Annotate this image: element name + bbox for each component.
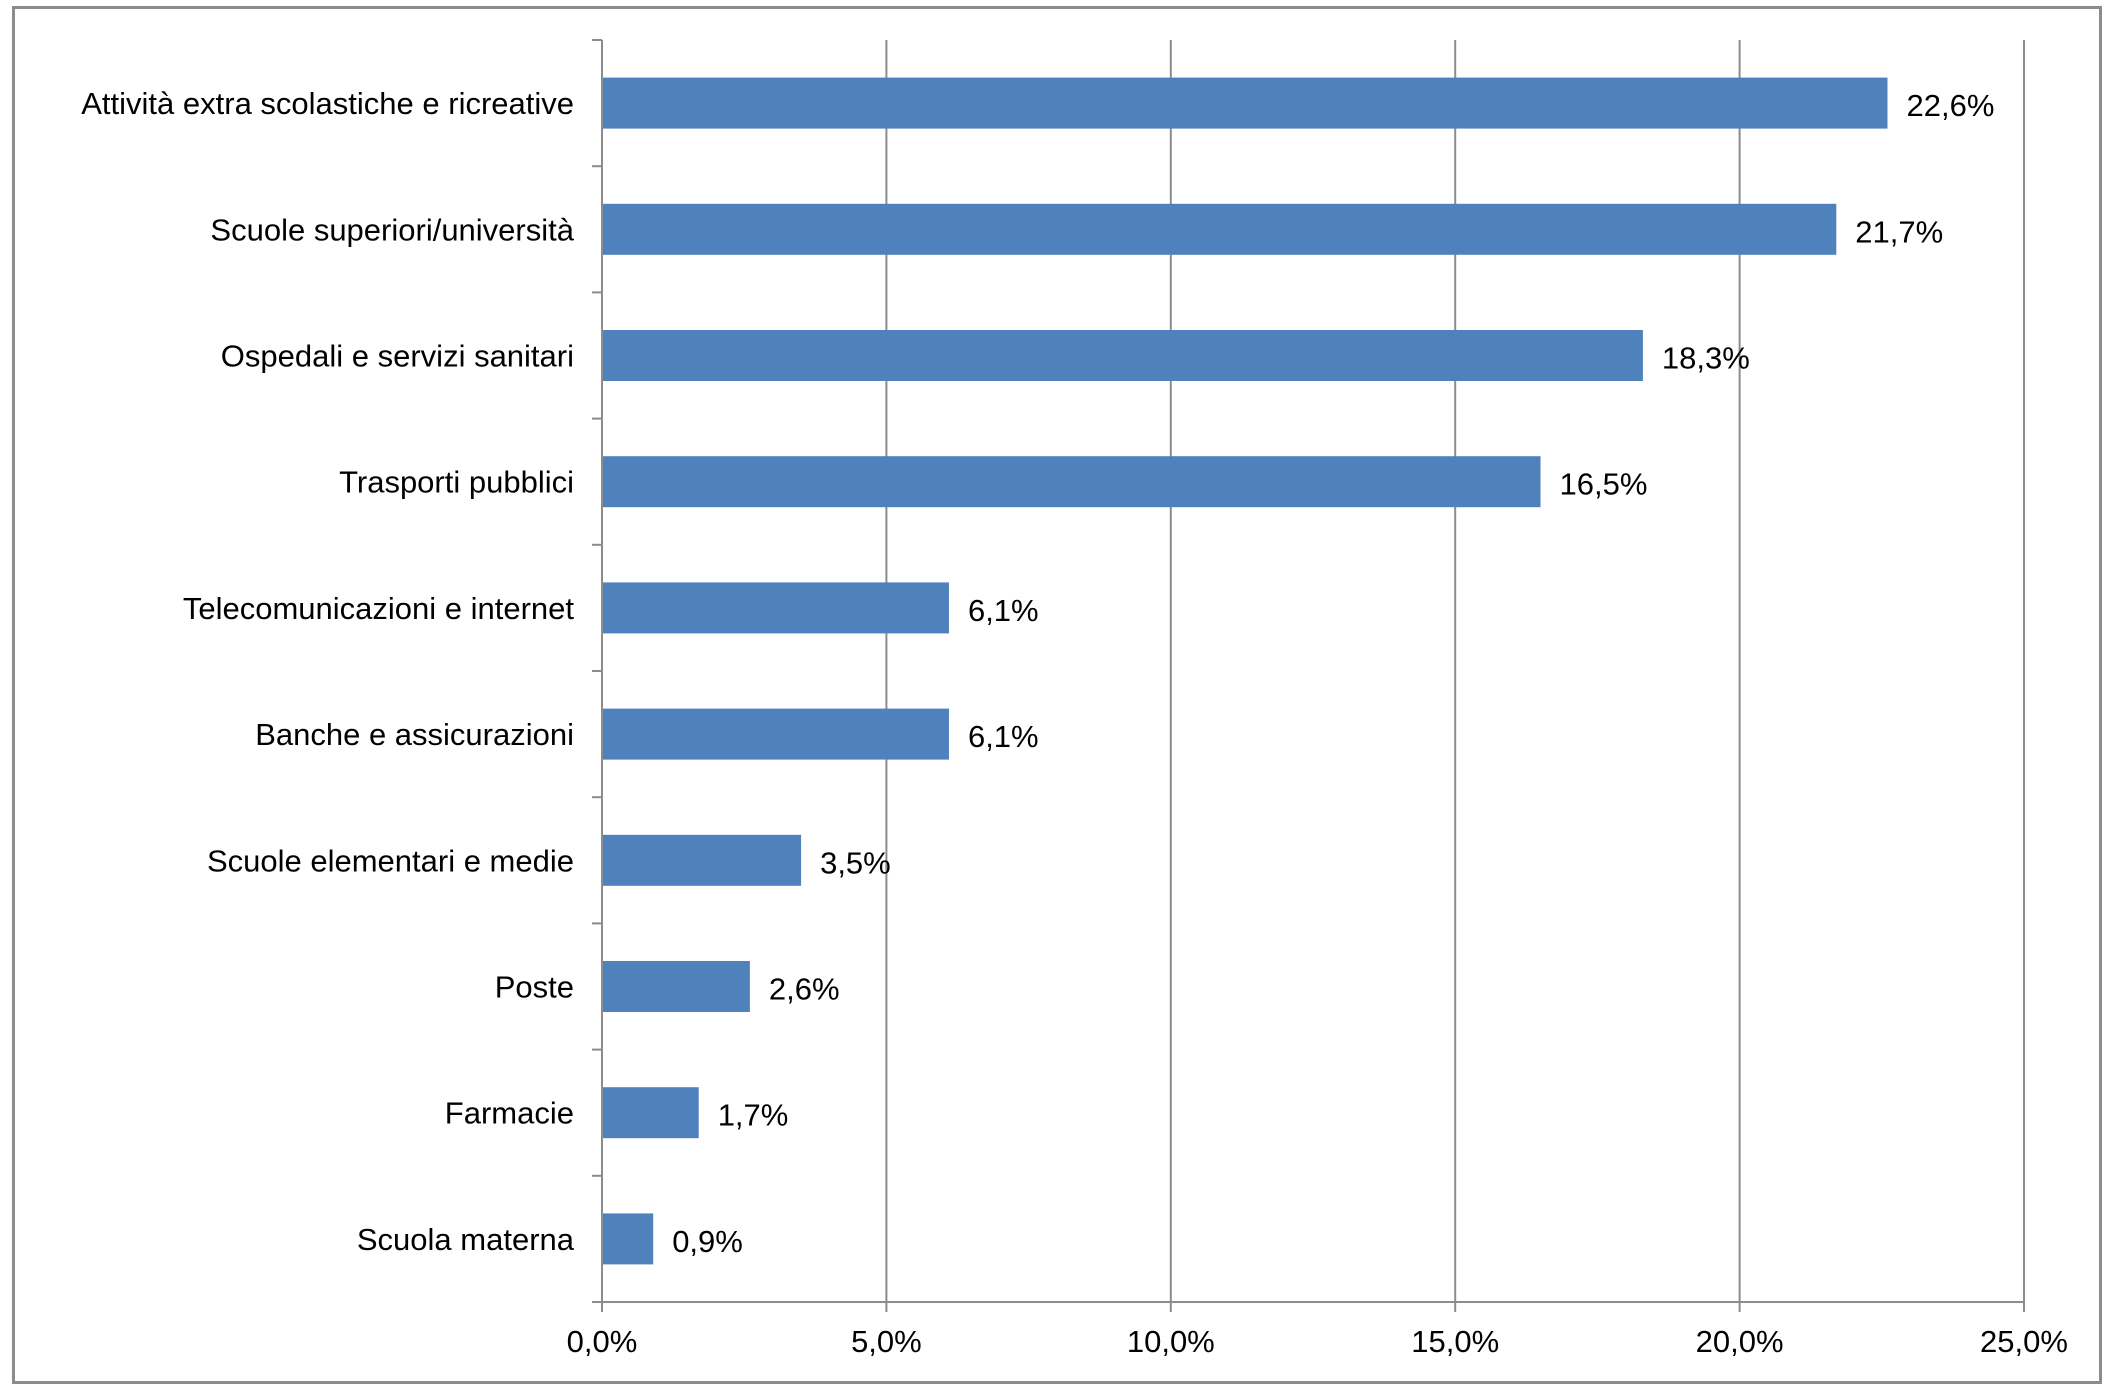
category-label: Attività extra scolastiche e ricreative <box>81 86 574 121</box>
bar <box>603 1087 699 1139</box>
category-label: Poste <box>495 970 574 1005</box>
bar <box>603 708 949 760</box>
category-label: Farmacie <box>445 1096 574 1131</box>
x-tick-label: 15,0% <box>1411 1324 1499 1359</box>
category-label: Scuole superiori/università <box>210 212 574 247</box>
category-label: Scuole elementari e medie <box>207 843 574 878</box>
chart-frame <box>12 6 2102 1384</box>
x-tick-label: 0,0% <box>567 1324 638 1359</box>
value-label: 6,1% <box>968 593 1039 628</box>
bar <box>603 961 750 1012</box>
x-tick-label: 20,0% <box>1696 1324 1784 1359</box>
category-label: Banche e assicurazioni <box>255 717 574 752</box>
x-tick-label: 10,0% <box>1127 1324 1215 1359</box>
labels: 0,0% 5,0% 10,0% 15,0% 20,0% 25,0% Attività ext… <box>81 86 2068 1359</box>
value-label: 6,1% <box>968 719 1039 754</box>
value-label: 2,6% <box>769 972 840 1007</box>
bars <box>603 77 1888 1265</box>
bar <box>603 1213 654 1265</box>
axes <box>592 39 2025 1312</box>
bar <box>603 330 1643 381</box>
x-tick-label: 25,0% <box>1980 1324 2068 1359</box>
bar <box>603 456 1541 508</box>
value-label: 0,9% <box>672 1224 743 1259</box>
category-label: Telecomunicazioni e internet <box>183 591 575 626</box>
x-tick-label: 5,0% <box>851 1324 922 1359</box>
value-label: 16,5% <box>1560 467 1648 502</box>
value-label: 21,7% <box>1855 214 1943 249</box>
value-label: 22,6% <box>1906 88 1994 123</box>
category-label: Scuola materna <box>357 1222 575 1257</box>
bar <box>603 582 949 634</box>
category-label: Trasporti pubblici <box>339 465 574 500</box>
value-label: 3,5% <box>820 845 891 880</box>
bar <box>603 203 1837 255</box>
bar <box>603 77 1888 129</box>
category-label: Ospedali e servizi sanitari <box>221 339 574 374</box>
bar <box>603 834 802 886</box>
value-label: 18,3% <box>1662 341 1750 376</box>
value-label: 1,7% <box>718 1098 789 1133</box>
